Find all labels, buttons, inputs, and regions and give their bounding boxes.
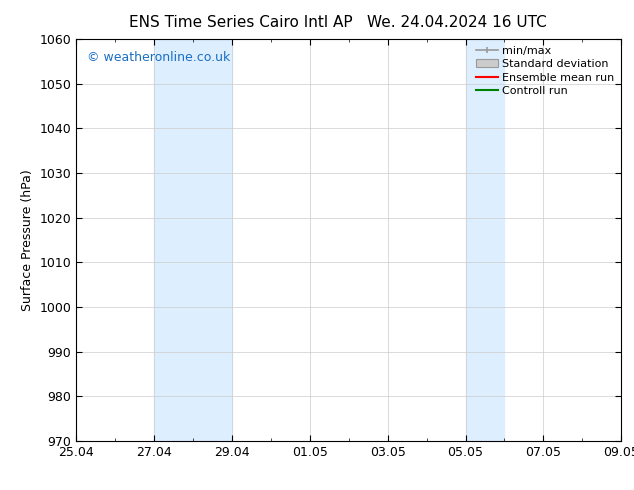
Text: We. 24.04.2024 16 UTC: We. 24.04.2024 16 UTC <box>366 15 547 30</box>
Y-axis label: Surface Pressure (hPa): Surface Pressure (hPa) <box>21 169 34 311</box>
Text: ENS Time Series Cairo Intl AP: ENS Time Series Cairo Intl AP <box>129 15 353 30</box>
Bar <box>154 39 232 441</box>
Text: © weatheronline.co.uk: © weatheronline.co.uk <box>87 51 230 64</box>
Bar <box>465 39 505 441</box>
Legend: min/max, Standard deviation, Ensemble mean run, Controll run: min/max, Standard deviation, Ensemble me… <box>471 42 619 100</box>
